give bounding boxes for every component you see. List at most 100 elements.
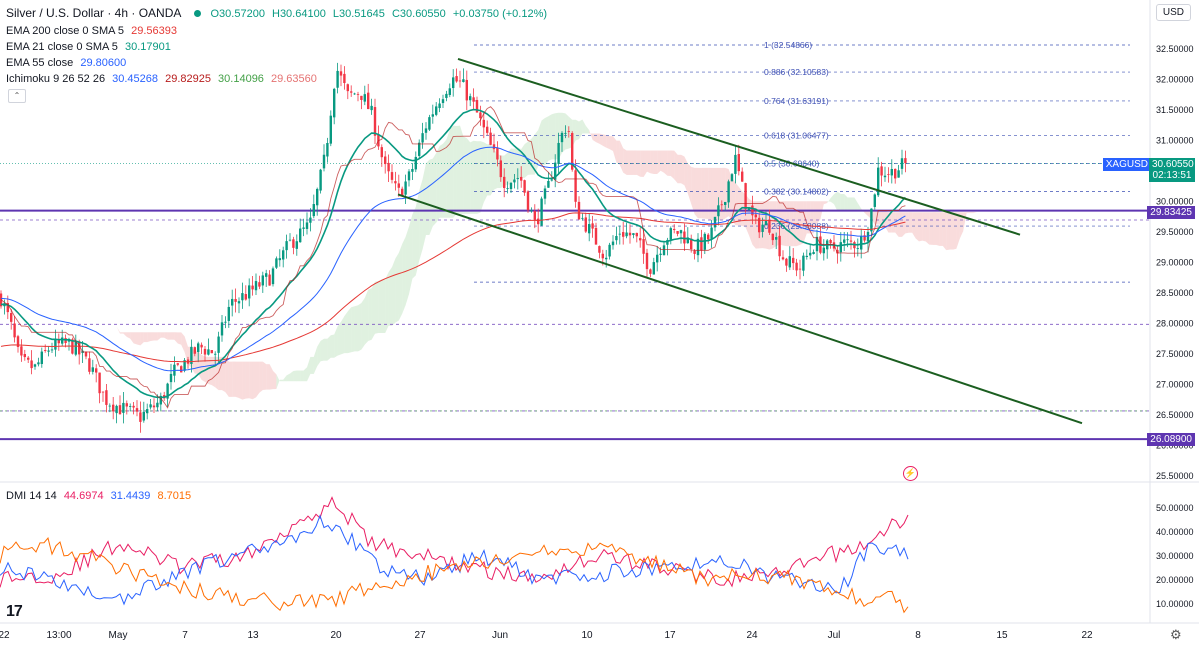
ema55-line [0,146,906,372]
time-tick-label: 17 [664,630,676,641]
price-tick-label: 29.50000 [1156,227,1194,237]
candle-body [611,241,615,246]
cloud-bearish-segment [252,361,256,400]
collapse-legend-button[interactable]: ⌃ [8,89,26,103]
candle-body [139,412,142,422]
currency-selector[interactable]: USD [1155,4,1191,21]
cloud-bearish-segment [150,332,154,341]
cloud-bearish-segment [205,356,209,384]
candle-body [129,406,132,407]
candle-body [795,262,798,271]
symbol-badge: XAGUSD [1102,158,1151,171]
legend-ichimoku[interactable]: Ichimoku 9 26 52 26 30.45268 29.82925 30… [6,72,321,86]
candle-body [649,269,652,274]
cloud-bearish-segment [915,212,919,242]
cloud-bearish-segment [167,332,171,340]
moving-averages [0,106,906,409]
legend-ichimoku-label: Ichimoku 9 26 52 26 [6,73,106,85]
legend-ema200[interactable]: EMA 200 close 0 SMA 5 29.56393 [6,24,181,38]
cloud-bearish-segment [966,212,970,214]
cloud-bearish-segment [704,167,709,220]
legend-ema21[interactable]: EMA 21 close 0 SMA 5 30.17901 [6,40,175,54]
cloud-bearish-segment [864,210,868,216]
cloud-bearish-segment [171,332,175,340]
candle-body [285,241,288,251]
cloud-bullish-segment [398,243,403,321]
symbol-title[interactable]: Silver / U.S. Dollar · 4h · OANDA [6,6,182,20]
ohlc-high: H30.64100 [272,8,326,20]
cloud-bullish-segment [303,367,307,382]
cloud-bearish-segment [619,140,624,173]
candle-body [703,233,706,250]
candle-body [754,214,757,218]
cloud-bearish-segment [266,364,270,390]
cloud-bullish-segment [409,214,413,295]
candle-body [166,383,169,399]
cloud-bearish-segment [256,361,260,398]
settings-gear-icon[interactable]: ⚙ [1170,627,1182,642]
cloud-bullish-segment [830,194,834,205]
cloud-bearish-segment [211,356,216,388]
price-axis: 32.5000032.0000031.5000031.0000030.50000… [1156,44,1194,481]
candle-body [261,275,264,286]
candle-body [98,372,101,394]
candle-body [605,257,608,260]
cloud-bearish-segment [273,370,277,390]
cloud-bearish-segment [878,210,882,225]
cloud-bullish-segment [313,346,318,374]
legend-ema55[interactable]: EMA 55 close 29.80600 [6,56,130,70]
candle-body [775,237,778,240]
candle-body [448,88,451,95]
candle-body [492,144,496,150]
cloud-bullish-segment [579,119,583,140]
candle-body [37,362,40,365]
cloud-bullish-segment [524,141,528,178]
candle-body [265,273,268,277]
candle-body [387,162,390,172]
legend-dmi[interactable]: DMI 14 14 44.6974 31.4439 8.7015 [6,489,195,503]
cloud-bearish-segment [653,150,658,175]
candle-body [275,258,278,268]
ohlc-low: L30.51645 [332,8,385,20]
time-tick-label: May [109,630,128,641]
time-tick-label: 13 [247,630,259,641]
fib-level-label: 1 (32.54866) [764,40,812,50]
cloud-bullish-segment [844,194,848,211]
candle-body [727,181,730,203]
cloud-bearish-segment [194,351,199,374]
price-tick-label: 28.50000 [1156,288,1194,298]
cloud-bearish-segment [677,154,681,184]
cloud-bullish-segment [483,142,488,203]
cloud-bearish-segment [786,201,790,247]
candle-body [251,285,254,290]
candle-body [452,77,455,89]
candle-body [588,224,591,234]
cloud-bullish-segment [453,125,457,218]
candle-body [220,322,224,336]
candle-body [877,167,880,196]
candle-body [642,239,645,254]
candle-body [346,84,349,92]
flash-icon[interactable]: ⚡ [903,466,918,481]
cloud-bearish-segment [130,332,134,344]
cloud-bearish-segment [823,201,828,205]
candle-body [758,217,761,233]
cloud-bullish-segment [840,194,845,211]
candle-body [625,232,628,237]
cloud-bearish-segment [711,167,715,221]
cloud-bullish-segment [460,125,464,214]
candle-body [693,250,696,254]
cloud-bearish-segment [973,212,977,214]
candle-body [336,70,339,88]
candle-body [904,158,907,164]
cloud-bullish-segment [854,197,858,211]
candle-body [523,180,526,193]
cloud-bearish-segment [599,133,603,146]
candle-body [645,252,649,270]
candle-body [506,188,509,190]
cloud-bearish-segment [796,201,800,247]
candle-body [659,253,662,255]
candle-body [271,268,275,285]
candle-body [843,239,846,243]
